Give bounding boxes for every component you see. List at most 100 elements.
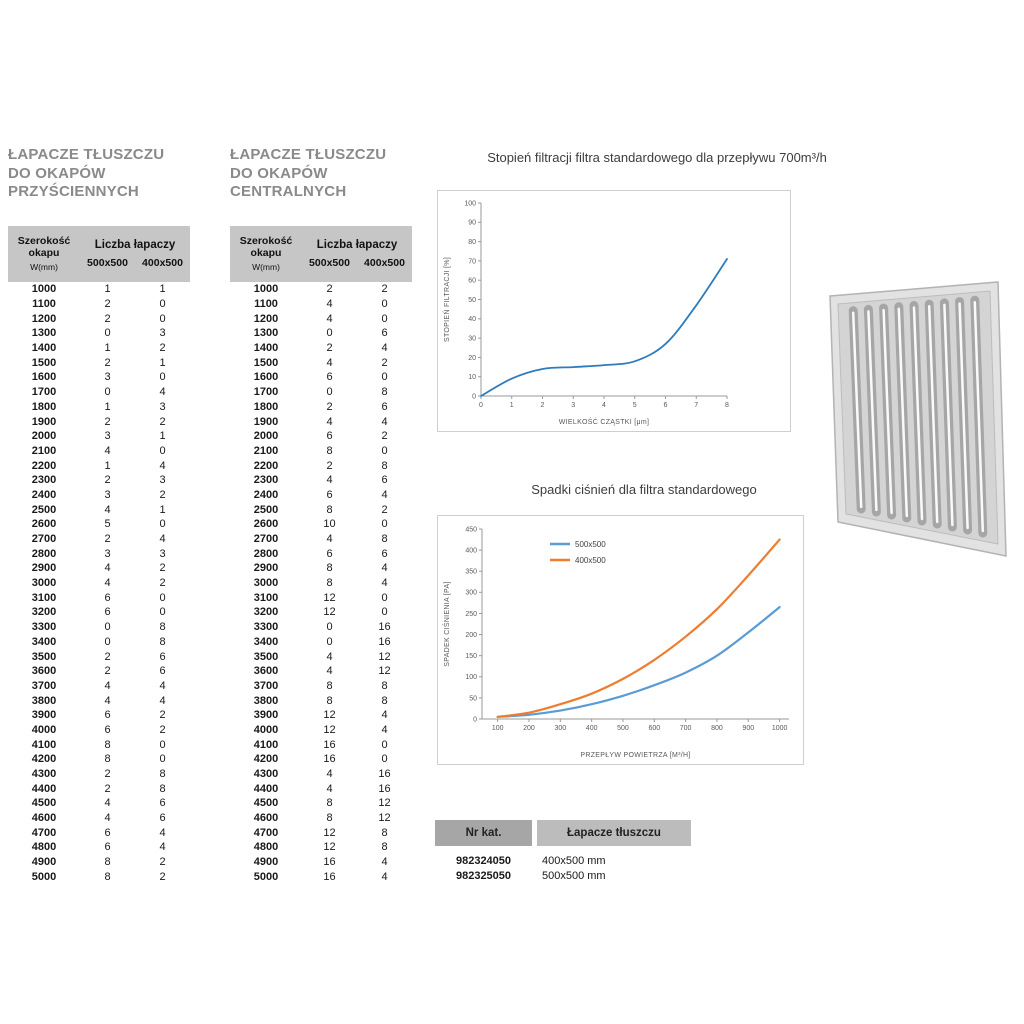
svg-text:2: 2	[541, 402, 545, 409]
trap-table-row: 3700 8 8	[230, 679, 412, 694]
svg-text:60: 60	[468, 278, 476, 285]
filtration-chart-svg: 0 10 20 30 40 50 60 70 80 90 100 0 1 2 3 4 5 6 7 8 WIELKOŚĆ …	[442, 200, 729, 426]
col-header-500x500: 500x500	[309, 257, 350, 269]
catalog-number: 982324050	[455, 854, 512, 867]
trap-count-value: 8	[159, 621, 166, 634]
trap-count-value: 2	[159, 870, 166, 883]
svg-text:200: 200	[465, 632, 477, 639]
svg-text:8: 8	[725, 402, 729, 409]
trap-count-value: 4	[326, 356, 333, 369]
trap-count-value: 8	[381, 826, 388, 839]
trap-count-value: 2	[159, 562, 166, 575]
trap-count-value: 4	[104, 797, 111, 810]
svg-text:400x500: 400x500	[575, 556, 606, 565]
trap-count-value: 4	[326, 782, 333, 795]
trap-table-row: 2300 4 6	[230, 473, 412, 488]
hood-width-value: 2700	[31, 533, 57, 546]
trap-table-row: 4700 6 4	[8, 825, 190, 840]
pressure-chart-svg: 0 50 100 150 200 250 300 350 400 450 100 200 300 400 5…	[442, 526, 789, 759]
trap-table-row: 3000 4 2	[8, 576, 190, 591]
trap-count-value: 8	[381, 459, 388, 472]
trap-table-row: 3500 2 6	[8, 649, 190, 664]
hood-width-value: 2600	[31, 518, 57, 531]
trap-count-value: 1	[159, 430, 166, 443]
hood-width-value: 2900	[253, 562, 279, 575]
filtration-chart-title: Stopień filtracji filtra standardowego d…	[487, 150, 827, 165]
trap-count-value: 1	[159, 503, 166, 516]
trap-count-value: 1	[104, 400, 111, 413]
trap-count-value: 3	[159, 400, 166, 413]
trap-count-value: 4	[326, 298, 333, 311]
trap-table-row: 1100 2 0	[8, 297, 190, 312]
table-body: 1000 2 2 1100 4 0 1200 4 0 1300 0 6 1400 2 4 1500 4 2 1600…	[230, 282, 412, 884]
hood-width-value: 4000	[253, 723, 279, 736]
svg-text:50: 50	[469, 695, 477, 702]
trap-count-value: 0	[159, 753, 166, 766]
hood-width-value: 4400	[253, 782, 279, 795]
trap-count-value: 3	[104, 371, 111, 384]
trap-table-row: 3900 12 4	[230, 708, 412, 723]
title-line: DO OKAPÓW	[230, 164, 328, 182]
hood-width-value: 1800	[253, 400, 279, 413]
hood-width-value: 2700	[253, 533, 279, 546]
hood-width-value: 1000	[253, 283, 279, 296]
hood-width-value: 4300	[253, 768, 279, 781]
trap-count-value: 1	[104, 283, 111, 296]
trap-count-value: 8	[159, 635, 166, 648]
hood-width-value: 2200	[253, 459, 279, 472]
svg-text:70: 70	[468, 258, 476, 265]
trap-count-value: 2	[381, 430, 388, 443]
trap-count-value: 4	[159, 459, 166, 472]
trap-table-row: 1000 2 2	[230, 282, 412, 297]
svg-text:250: 250	[465, 611, 477, 618]
trap-table-row: 2900 4 2	[8, 561, 190, 576]
trap-count-value: 5	[104, 518, 111, 531]
trap-count-value: 0	[159, 738, 166, 751]
trap-table-row: 1600 6 0	[230, 370, 412, 385]
svg-text:100: 100	[464, 200, 476, 207]
trap-table-row: 1700 0 4	[8, 385, 190, 400]
trap-count-value: 3	[159, 547, 166, 560]
trap-table-row: 4200 8 0	[8, 752, 190, 767]
trap-count-value: 8	[104, 753, 111, 766]
trap-count-value: 4	[381, 709, 388, 722]
hood-width-value: 1200	[253, 312, 279, 325]
trap-table-row: 3500 4 12	[230, 649, 412, 664]
trap-count-value: 16	[323, 738, 336, 751]
trap-table-row: 2500 4 1	[8, 502, 190, 517]
trap-count-value: 0	[159, 606, 166, 619]
svg-text:10: 10	[468, 374, 476, 381]
svg-text:7: 7	[694, 402, 698, 409]
pressure-chart-title: Spadki ciśnień dla filtra standardowego	[531, 482, 757, 497]
trap-count-value: 4	[159, 533, 166, 546]
svg-text:1: 1	[510, 402, 514, 409]
trap-table-row: 1500 2 1	[8, 355, 190, 370]
hood-width-value: 2300	[253, 474, 279, 487]
hood-width-value: 3800	[31, 694, 57, 707]
catalog-header: Nr kat. Łapacze tłuszczu	[435, 820, 696, 846]
trap-count-value: 2	[381, 356, 388, 369]
hood-width-value: 1000	[31, 283, 57, 296]
catalog-row: 982325050 500x500 mm	[435, 868, 696, 883]
svg-text:20: 20	[468, 355, 476, 362]
trap-table-row: 3000 8 4	[230, 576, 412, 591]
trap-count-value: 2	[104, 665, 111, 678]
trap-count-value: 6	[159, 797, 166, 810]
trap-count-value: 8	[381, 679, 388, 692]
trap-count-value: 4	[326, 474, 333, 487]
hood-width-value: 3200	[31, 606, 57, 619]
hood-width-value: 2500	[253, 503, 279, 516]
trap-table-row: 2300 2 3	[8, 473, 190, 488]
trap-count-value: 0	[381, 371, 388, 384]
header-text: okapu	[28, 247, 60, 260]
trap-count-value: 0	[381, 606, 388, 619]
trap-count-value: 4	[104, 562, 111, 575]
trap-count-value: 4	[381, 415, 388, 428]
trap-count-value: 0	[381, 312, 388, 325]
hood-width-value: 3300	[31, 621, 57, 634]
trap-count-value: 4	[104, 679, 111, 692]
trap-table-row: 3400 0 16	[230, 635, 412, 650]
trap-count-value: 0	[326, 621, 333, 634]
hood-width-value: 4600	[31, 812, 57, 825]
hood-width-value: 3000	[31, 577, 57, 590]
